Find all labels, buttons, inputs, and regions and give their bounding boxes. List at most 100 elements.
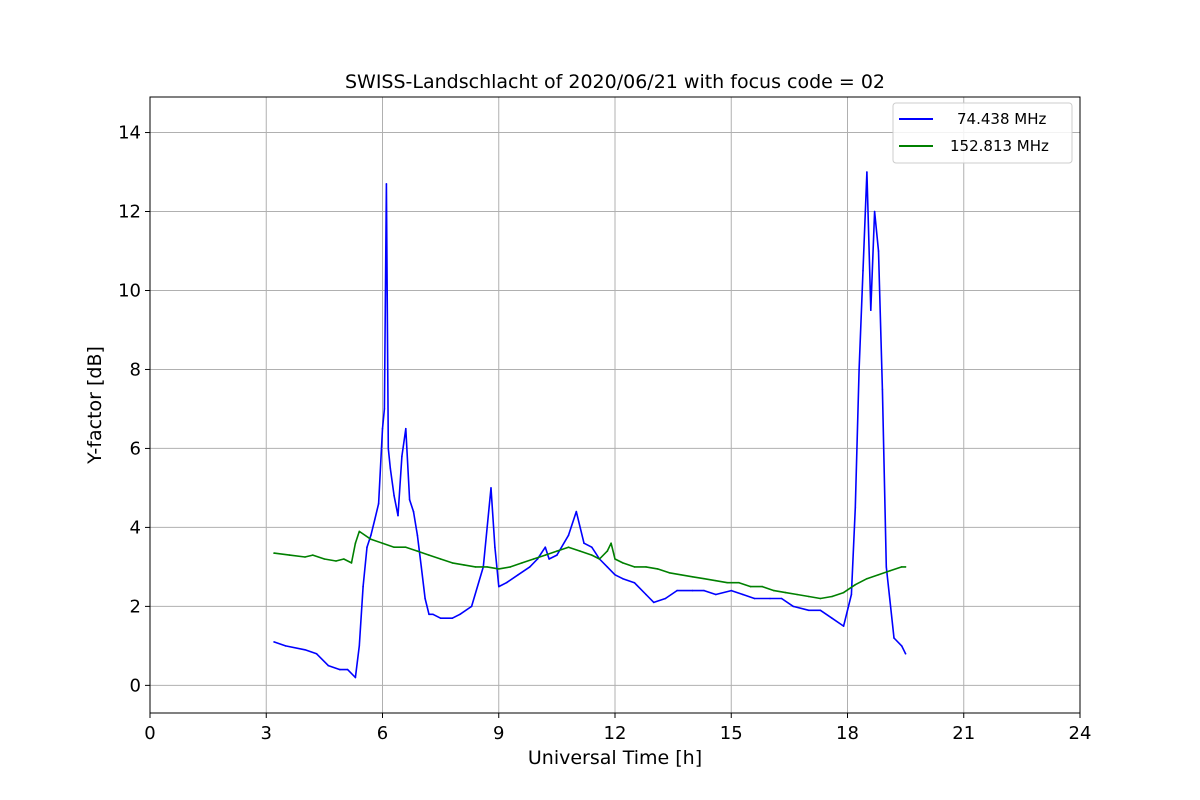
series-1-point <box>381 542 384 544</box>
series-0-point <box>374 518 376 521</box>
series-1-point <box>715 579 717 582</box>
series-0-point <box>358 645 361 647</box>
series-1-point <box>354 542 357 544</box>
series-0-point <box>691 589 694 592</box>
x-tick-label: 0 <box>144 723 155 744</box>
series-1-point <box>428 554 430 556</box>
x-tick-label: 3 <box>261 723 272 744</box>
series-1-point <box>831 595 833 598</box>
x-tick-label: 12 <box>604 723 627 744</box>
series-0-point <box>858 368 860 371</box>
series-1-point <box>579 550 581 552</box>
series-1-point <box>304 556 306 558</box>
series-1-point <box>633 566 636 568</box>
series-0-point <box>819 609 822 612</box>
series-0-point <box>366 546 368 548</box>
chart-title: SWISS-Landschlacht of 2020/06/21 with fo… <box>345 71 885 93</box>
series-1-point <box>343 558 345 560</box>
y-tick-label: 12 <box>118 202 141 223</box>
series-1-point <box>521 562 523 564</box>
series-1-point <box>556 550 558 552</box>
series-1-point <box>703 577 705 580</box>
series-1-point <box>370 538 372 541</box>
series-0-point <box>633 581 636 584</box>
x-tick-label: 15 <box>720 723 743 744</box>
series-1-point <box>463 564 465 566</box>
x-tick-label: 9 <box>493 723 504 744</box>
series-0-point <box>304 649 306 651</box>
series-0-point <box>866 171 868 173</box>
series-0-point <box>339 668 341 671</box>
x-tick-label: 24 <box>1069 723 1092 744</box>
series-0-point <box>591 546 593 548</box>
series-1-point <box>567 546 570 548</box>
y-tick-label: 14 <box>118 123 141 144</box>
series-0-point <box>393 495 395 497</box>
series-0-point <box>439 617 442 619</box>
legend: 74.438 MHz 152.813 MHz <box>892 102 1073 164</box>
series-0-point <box>769 597 771 600</box>
series-0-point <box>862 269 864 272</box>
series-1-point <box>904 566 907 568</box>
series-0-point <box>432 613 434 616</box>
series-0-point <box>877 250 880 252</box>
y-tick-label: 2 <box>130 596 141 617</box>
series-1-point <box>796 593 798 596</box>
series-0-point <box>870 309 872 312</box>
series-1-point <box>842 591 845 594</box>
series-1-point <box>761 585 764 588</box>
series-1-point <box>323 558 326 560</box>
series-0-point <box>904 653 907 655</box>
y-tick-label: 8 <box>130 359 141 380</box>
series-0-point <box>405 427 407 430</box>
series-0-point <box>428 613 430 616</box>
series-1-point <box>738 581 740 584</box>
series-0-point <box>529 566 531 568</box>
series-1-point <box>606 550 609 552</box>
series-0-point <box>653 601 655 604</box>
series-0-point <box>470 605 473 608</box>
y-tick-label: 0 <box>130 675 141 696</box>
series-0-point <box>900 645 903 647</box>
legend-label-152mhz: 152.813 MHz <box>950 137 1049 155</box>
series-1-point <box>854 583 857 586</box>
series-0-point <box>362 585 364 588</box>
series-0-point <box>753 597 756 600</box>
series-line-0 <box>273 171 907 679</box>
series-1-point <box>656 568 659 570</box>
series-0-point <box>873 210 876 213</box>
x-tick-label: 21 <box>952 723 975 744</box>
series-0-point <box>645 593 647 596</box>
series-0-point <box>389 467 392 470</box>
series-layer <box>273 171 907 679</box>
series-0-point <box>664 597 667 600</box>
series-0-point <box>424 597 426 600</box>
series-0-point <box>494 546 496 548</box>
y-tick-label: 10 <box>118 280 141 301</box>
series-0-point <box>370 534 372 537</box>
series-0-point <box>544 546 547 548</box>
series-0-point <box>742 593 744 596</box>
series-1-point <box>749 585 752 588</box>
series-1-point <box>691 576 694 578</box>
series-1-point <box>451 562 454 564</box>
x-tick-label: 18 <box>836 723 859 744</box>
series-0-point <box>517 574 519 576</box>
series-0-point <box>505 581 508 584</box>
series-1-point <box>312 554 314 556</box>
series-1-point <box>819 597 822 600</box>
series-0-point <box>715 593 717 596</box>
series-line-1 <box>273 530 906 600</box>
series-0-point <box>792 605 795 608</box>
series-1-point <box>866 577 868 580</box>
series-0-point <box>730 589 733 592</box>
series-1-point <box>509 566 512 568</box>
series-0-point <box>614 574 616 576</box>
series-1-point <box>784 591 787 594</box>
series-0-point <box>842 625 845 627</box>
series-0-point <box>850 593 853 596</box>
series-0-point <box>387 447 390 450</box>
series-0-point <box>416 534 419 537</box>
series-1-point <box>474 566 477 568</box>
